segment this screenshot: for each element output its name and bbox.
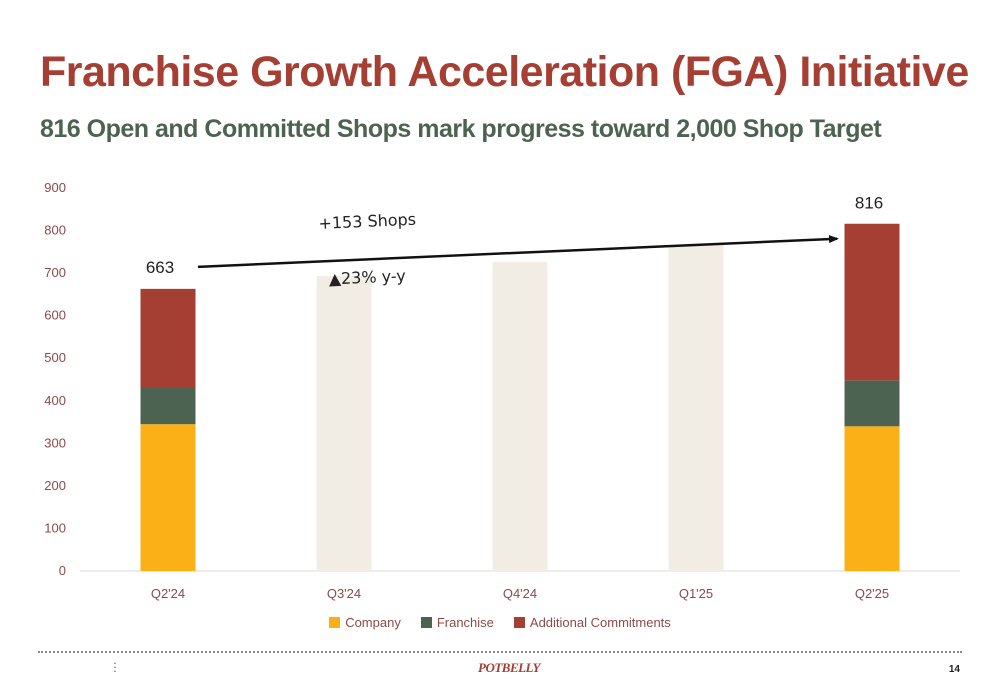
bar-additional-commitments <box>844 223 900 381</box>
x-tick-label: Q2'25 <box>855 586 889 601</box>
y-tick-label: 600 <box>44 308 66 323</box>
bar-additional-commitments <box>140 288 196 389</box>
placeholder-bar <box>668 245 724 571</box>
x-tick-label: Q1'25 <box>679 586 713 601</box>
legend-item-additional-commitments: Additional Commitments <box>513 615 671 630</box>
legend-swatch <box>329 617 341 628</box>
chart-legend: Company Franchise Additional Commitments <box>0 615 1000 630</box>
legend-item-franchise: Franchise <box>420 615 494 630</box>
y-tick-label: 200 <box>44 478 66 493</box>
y-tick-label: 300 <box>44 435 66 450</box>
stacked-bar-chart: 0 100 200 300 400 500 600 700 800 900 Q2'24 Q3'24 Q4… <box>44 180 960 601</box>
legend-label: Franchise <box>436 615 494 630</box>
y-tick-label: 400 <box>44 393 66 408</box>
page-number: 14 <box>948 664 960 675</box>
data-label-end: 816 <box>855 194 883 213</box>
bar-company <box>140 424 196 571</box>
annotation-shops-added: +153 Shops <box>318 210 416 233</box>
slide-subtitle: 816 Open and Committed Shops mark progre… <box>40 115 882 143</box>
y-tick-label: 100 <box>44 520 66 535</box>
x-tick-label: Q2'24 <box>151 586 185 601</box>
brand-logo: POTBELLY <box>478 660 540 675</box>
bar-company <box>844 426 900 571</box>
y-tick-label: 700 <box>44 265 66 280</box>
legend-label: Additional Commitments <box>529 615 671 630</box>
y-tick-label: 0 <box>59 563 66 578</box>
annotation-yoy-growth: ▲23% y-y <box>328 266 406 288</box>
placeholder-bar <box>316 276 372 571</box>
slide-title: Franchise Growth Acceleration (FGA) Init… <box>40 48 969 96</box>
y-tick-label: 500 <box>44 350 66 365</box>
footer-divider <box>38 651 962 653</box>
legend-swatch <box>420 617 432 628</box>
legend-swatch <box>513 617 525 628</box>
vertical-ellipsis-icon: · · · <box>113 657 117 678</box>
growth-arrow <box>197 235 839 269</box>
x-tick-label: Q3'24 <box>327 586 361 601</box>
bar-franchise <box>844 380 900 427</box>
legend-item-company: Company <box>329 615 401 630</box>
legend-label: Company <box>345 615 401 630</box>
y-tick-label: 900 <box>44 180 66 195</box>
placeholder-bar <box>492 262 548 571</box>
bar-franchise <box>140 388 196 425</box>
x-tick-label: Q4'24 <box>503 586 537 601</box>
data-label-start: 663 <box>146 258 174 277</box>
y-tick-label: 800 <box>44 223 66 238</box>
